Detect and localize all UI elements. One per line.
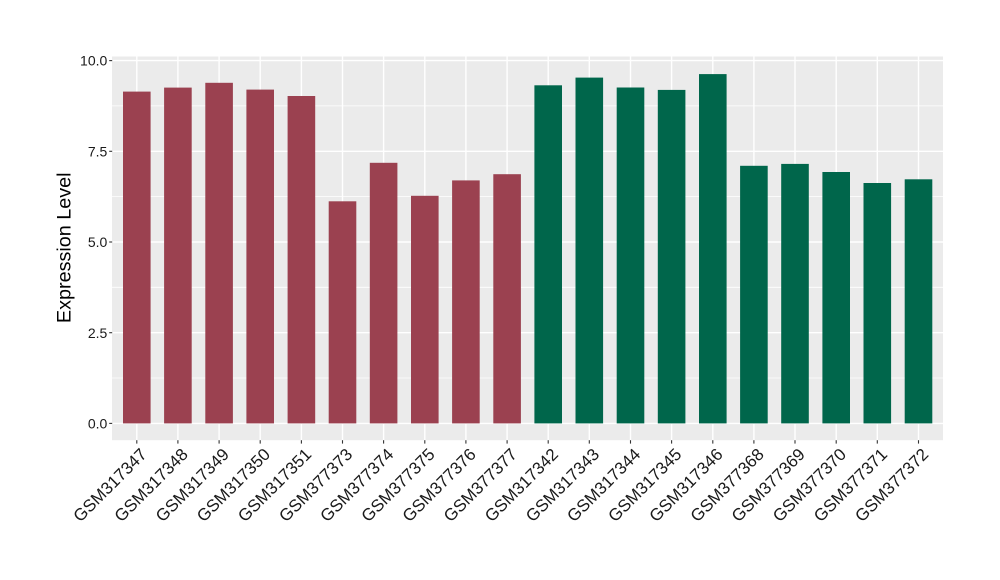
svg-text:Expression Level: Expression Level (54, 172, 76, 323)
svg-text:7.5: 7.5 (88, 143, 108, 159)
svg-text:0.0: 0.0 (88, 416, 108, 432)
svg-text:10.0: 10.0 (80, 53, 107, 69)
svg-text:2.5: 2.5 (88, 325, 108, 341)
svg-text:5.0: 5.0 (88, 234, 108, 250)
